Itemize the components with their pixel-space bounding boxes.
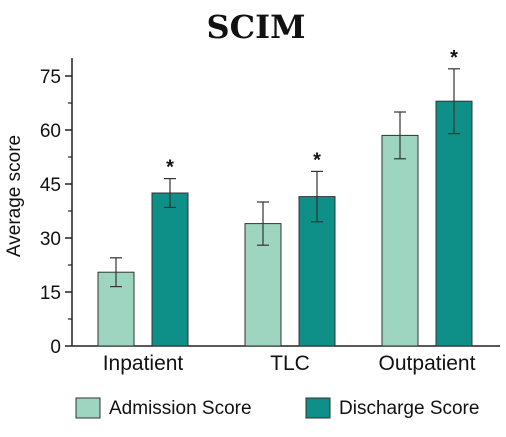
plot-area: 0 15 30 45 60 75 * Inpatient * TLC * Outpatient <box>40 47 500 375</box>
y-tick-label: 45 <box>40 175 61 196</box>
category-label: Outpatient <box>379 352 476 375</box>
chart-title: SCIM <box>207 8 306 46</box>
category-label: Inpatient <box>103 352 184 375</box>
legend-swatch-0 <box>75 397 101 419</box>
bar-1-2 <box>435 100 473 347</box>
significance-marker: * <box>313 149 321 171</box>
y-axis-title: Average score <box>4 135 25 257</box>
y-tick-label: 75 <box>40 67 61 88</box>
legend-label-1: Discharge Score <box>339 398 479 419</box>
y-tick-label: 60 <box>40 121 61 142</box>
bar-1-0 <box>151 192 189 347</box>
y-tick-label: 0 <box>50 337 61 358</box>
legend-swatch-1 <box>305 397 331 419</box>
significance-marker: * <box>450 47 458 69</box>
legend: Admission Score Discharge Score <box>75 397 479 419</box>
bar-0-0 <box>97 271 135 347</box>
y-tick-label: 15 <box>40 283 61 304</box>
significance-marker: * <box>166 157 174 179</box>
bar-0-2 <box>381 134 419 347</box>
category-label: TLC <box>270 352 310 375</box>
y-tick-label: 30 <box>40 229 61 250</box>
legend-label-0: Admission Score <box>109 398 252 419</box>
